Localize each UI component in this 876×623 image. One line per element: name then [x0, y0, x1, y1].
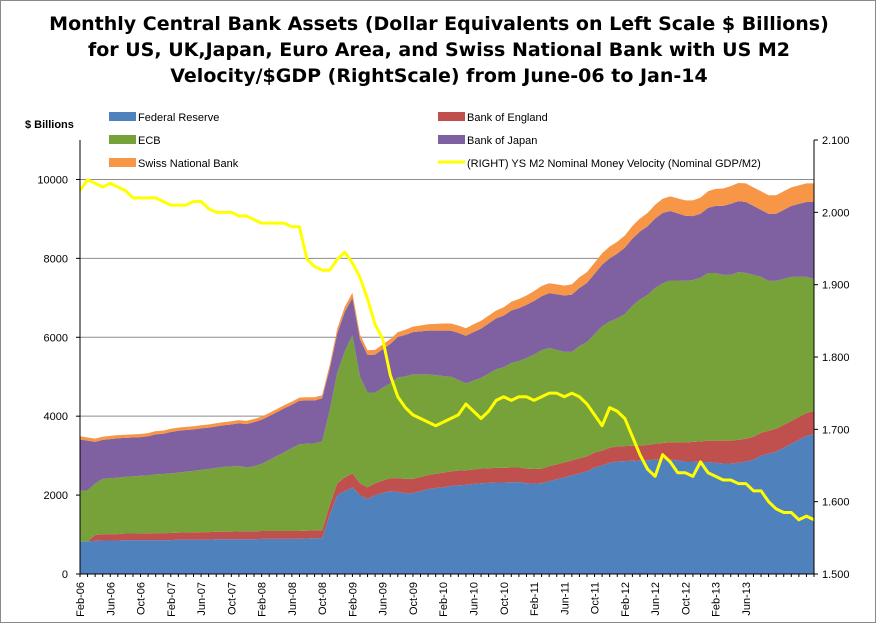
- left-tick-label: 0: [62, 569, 68, 581]
- area-ecb: [80, 272, 814, 542]
- right-tick-label: 1.800: [822, 352, 850, 364]
- x-tick-label: Oct-06: [136, 582, 148, 615]
- left-tick-label: 6000: [44, 332, 68, 344]
- x-tick-label: Feb-08: [257, 582, 269, 617]
- x-tick-label: Oct-09: [408, 582, 420, 615]
- legend-label: ECB: [138, 135, 161, 147]
- x-tick-label: Feb-09: [347, 582, 359, 617]
- x-tick-label: Jun-11: [559, 582, 571, 615]
- stacked-areas: [80, 183, 814, 574]
- x-tick-label: Jun-06: [105, 582, 117, 616]
- left-tick-label: 10000: [37, 174, 68, 186]
- chart-title-line-2: for US, UK,Japan, Euro Area, and Swiss N…: [87, 39, 791, 61]
- right-tick-label: 2.100: [822, 135, 850, 147]
- right-tick-label: 1.700: [822, 424, 850, 436]
- x-tick-label: Feb-10: [438, 582, 450, 617]
- x-tick-label: Feb-06: [75, 582, 87, 617]
- x-tick-label: Feb-07: [166, 582, 178, 617]
- legend-label: Swiss National Bank: [138, 158, 239, 170]
- left-tick-label: 4000: [44, 411, 68, 423]
- legend-swatch-bank-of-england: [438, 112, 465, 121]
- x-tick-label: Jun-13: [741, 582, 753, 616]
- left-tick-label: 8000: [44, 253, 68, 265]
- area-bank-of-england: [80, 411, 814, 542]
- x-tick-label: Oct-08: [317, 582, 329, 615]
- chart-title-line-3: Velocity/$GDP (RightScale) from June-06 …: [170, 65, 708, 87]
- legend: Federal Reserve Bank of England ECB Bank of…: [109, 112, 761, 170]
- area-bank-of-japan: [80, 201, 814, 491]
- x-tick-label: Feb-12: [620, 582, 632, 617]
- legend-label: Bank of England: [467, 112, 548, 124]
- x-tick-label: Feb-11: [529, 582, 541, 616]
- velocity-line-layer: [78, 178, 815, 522]
- left-axis-unit-label: $ Billions: [25, 119, 74, 131]
- x-tick-label: Feb-13: [711, 582, 723, 617]
- legend-swatch-swiss-national-bank: [109, 158, 136, 167]
- legend-label: Federal Reserve: [138, 112, 219, 124]
- x-tick-label: Jun-07: [196, 582, 208, 616]
- x-tick-label: Oct-07: [226, 582, 238, 615]
- left-tick-label: 2000: [44, 490, 68, 502]
- legend-label: (RIGHT) YS M2 Nominal Money Velocity (No…: [467, 158, 761, 170]
- right-tick-label: 2.000: [822, 207, 850, 219]
- legend-label: Bank of Japan: [467, 135, 537, 147]
- chart-title-line-1: Monthly Central Bank Assets (Dollar Equi…: [49, 13, 829, 35]
- right-tick-label: 1.900: [822, 280, 850, 292]
- x-tick-label: Jun-12: [650, 582, 662, 616]
- axes: 0 2000 4000 6000 8000 10000 1.500 1.600 1.700 1.8…: [37, 135, 849, 617]
- right-tick-label: 1.600: [822, 497, 850, 509]
- velocity-line: [78, 178, 815, 522]
- x-tick-label: Jun-08: [287, 582, 299, 616]
- x-tick-label: Jun-09: [378, 582, 390, 616]
- area-federal-reserve: [80, 433, 814, 574]
- x-tick-label: Jun-10: [468, 582, 480, 616]
- x-tick-label: Oct-11: [590, 582, 602, 614]
- legend-swatch-ecb: [109, 135, 136, 144]
- legend-swatch-federal-reserve: [109, 112, 136, 121]
- x-tick-label: Oct-12: [680, 582, 692, 615]
- legend-swatch-bank-of-japan: [438, 135, 465, 144]
- x-tick-label: Oct-10: [499, 582, 511, 615]
- right-tick-label: 1.500: [822, 569, 850, 581]
